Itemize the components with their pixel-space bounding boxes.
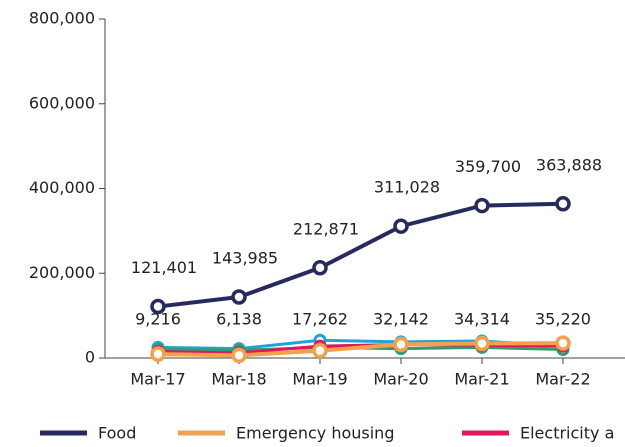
- data-label: 9,216: [135, 310, 181, 329]
- series-line: [157, 201, 564, 309]
- x-tick-label: Mar-22: [535, 370, 590, 389]
- data-point: [393, 218, 409, 234]
- data-label: 17,262: [292, 310, 348, 329]
- data-point: [312, 260, 328, 276]
- data-point: [231, 347, 247, 364]
- data-label: 34,314: [454, 310, 510, 329]
- x-tick-label: Mar-18: [211, 370, 266, 389]
- x-tick-label: Mar-19: [292, 370, 347, 389]
- data-point: [474, 335, 490, 352]
- y-tick-label: 400,000: [29, 178, 95, 197]
- data-point: [150, 346, 166, 362]
- series-line: [157, 341, 564, 358]
- data-point: [231, 289, 247, 305]
- y-tick-label: 800,000: [29, 9, 95, 28]
- data-label: 311,028: [374, 178, 440, 197]
- data-label: 35,220: [535, 310, 591, 329]
- data-label: 212,871: [293, 219, 359, 238]
- legend-label: Food: [98, 424, 136, 443]
- data-label: 363,888: [536, 155, 602, 174]
- data-label: 121,401: [131, 258, 197, 277]
- data-point: [555, 335, 571, 351]
- legend-label: Electricity a: [520, 424, 614, 443]
- data-point: [150, 298, 166, 315]
- data-point: [474, 197, 490, 214]
- data-label: 6,138: [216, 310, 262, 329]
- data-point: [393, 336, 409, 353]
- x-tick-label: Mar-21: [454, 370, 509, 389]
- legend-label: Emergency housing: [236, 424, 394, 443]
- data-label: 32,142: [373, 310, 429, 329]
- y-tick-label: 600,000: [29, 93, 95, 112]
- data-point: [312, 342, 328, 359]
- series-line: [157, 342, 564, 355]
- y-tick-label: 200,000: [29, 263, 95, 282]
- y-tick-label: 0: [85, 348, 95, 367]
- x-tick-label: Mar-20: [373, 370, 428, 389]
- x-tick-label: Mar-17: [130, 370, 185, 389]
- data-point: [555, 196, 571, 212]
- data-label: 359,700: [455, 157, 521, 176]
- data-label: 143,985: [212, 248, 278, 267]
